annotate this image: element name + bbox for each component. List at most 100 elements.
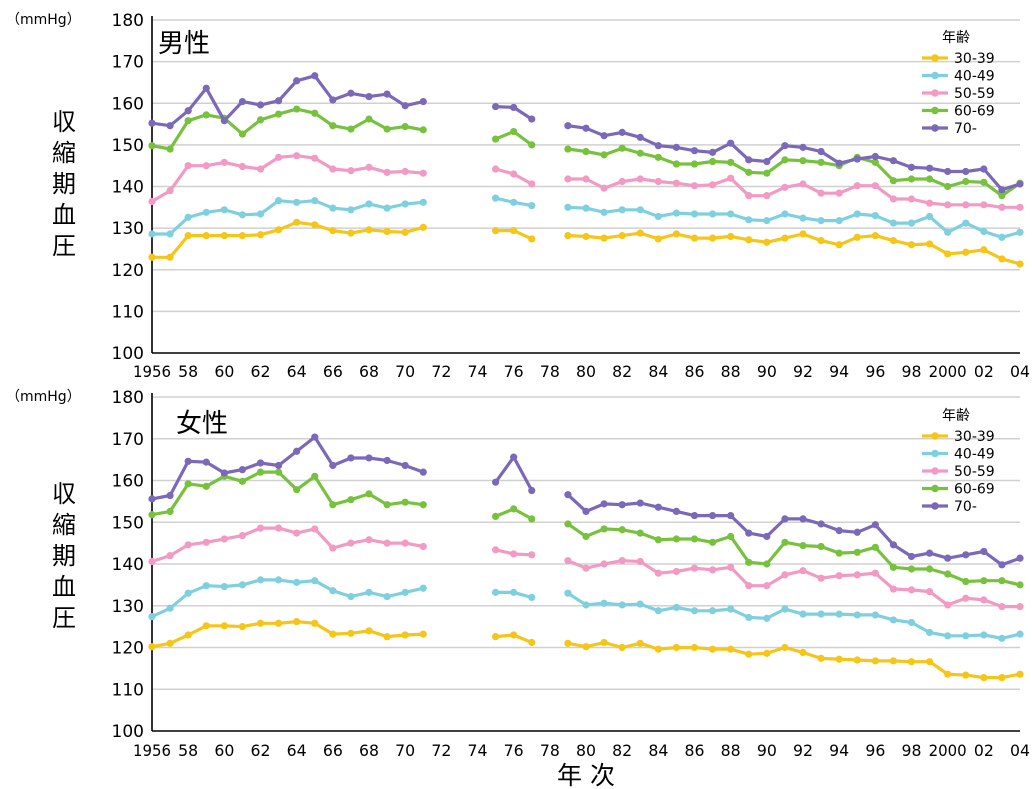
data-point: [329, 544, 337, 552]
data-point: [980, 201, 988, 209]
data-point: [510, 588, 518, 596]
y-tick-label: 120: [112, 639, 144, 659]
data-point: [365, 588, 373, 596]
data-point: [871, 543, 879, 551]
legend-marker: [931, 484, 939, 493]
data-point: [853, 233, 861, 241]
data-point: [835, 655, 843, 663]
y-axis-label: 収縮期血圧: [52, 108, 76, 260]
data-point: [184, 117, 192, 125]
series-line: [151, 526, 424, 564]
data-point: [419, 126, 427, 134]
x-tick-label: 02: [974, 741, 994, 760]
data-point: [1016, 180, 1024, 188]
data-point: [564, 232, 572, 240]
data-point: [600, 184, 608, 192]
data-point: [582, 643, 590, 651]
data-point: [654, 645, 662, 653]
data-point: [962, 551, 970, 559]
chart-title: 女性: [176, 409, 228, 439]
data-point: [256, 619, 265, 627]
data-point: [727, 532, 735, 541]
data-point: [293, 486, 301, 494]
data-point: [166, 604, 174, 612]
series-line: [151, 154, 424, 203]
data-point: [600, 132, 608, 140]
data-point: [998, 577, 1006, 585]
data-point: [564, 491, 572, 499]
y-tick-label: 110: [112, 680, 144, 700]
data-point: [962, 577, 970, 586]
data-point: [491, 194, 500, 202]
data-point: [238, 130, 247, 138]
x-tick-label: 04: [1010, 362, 1030, 381]
data-point: [727, 232, 735, 241]
data-point: [274, 110, 283, 118]
data-point: [401, 631, 409, 639]
data-point: [510, 170, 518, 178]
data-point: [980, 547, 988, 556]
data-point: [274, 524, 283, 532]
legend-label: 60-69: [954, 482, 995, 498]
data-point: [835, 549, 843, 557]
data-point: [835, 241, 843, 249]
data-point: [491, 102, 500, 111]
data-point: [745, 192, 753, 200]
data-point: [980, 178, 988, 186]
data-point: [347, 206, 355, 214]
y-tick-label: 130: [112, 597, 144, 617]
data-point: [528, 551, 536, 559]
data-point: [311, 433, 319, 441]
data-point: [871, 611, 879, 619]
data-point: [781, 515, 789, 523]
data-point: [672, 535, 681, 543]
data-point: [148, 253, 156, 261]
data-point: [763, 169, 771, 177]
data-point: [184, 631, 192, 639]
data-point: [274, 619, 283, 627]
data-point: [148, 557, 156, 566]
x-tick-label: 70: [395, 741, 415, 760]
data-point: [817, 520, 825, 528]
data-point: [980, 246, 988, 254]
data-point: [763, 582, 771, 590]
data-point: [672, 643, 681, 652]
data-point: [184, 541, 192, 549]
data-point: [329, 96, 337, 104]
data-point: [293, 198, 301, 206]
data-point: [347, 229, 355, 237]
x-tick-label: 60: [214, 741, 234, 760]
data-point: [672, 160, 681, 168]
data-point: [636, 229, 644, 237]
data-point: [256, 231, 265, 239]
data-point: [401, 588, 409, 596]
data-point: [889, 157, 898, 165]
data-point: [944, 601, 952, 609]
unit-label: （mmHg）: [6, 389, 81, 405]
x-tick-label: 96: [865, 741, 885, 760]
data-point: [727, 605, 735, 613]
data-point: [383, 633, 391, 641]
legend-label: 40-49: [954, 69, 995, 85]
data-point: [220, 582, 228, 591]
data-point: [238, 477, 247, 485]
data-point: [962, 219, 970, 227]
data-point: [166, 491, 174, 500]
data-point: [329, 461, 337, 470]
data-point: [491, 227, 500, 235]
data-point: [618, 206, 626, 214]
data-point: [383, 204, 391, 212]
data-point: [980, 631, 988, 639]
data-point: [962, 632, 970, 640]
data-point: [256, 576, 265, 584]
data-point: [202, 538, 210, 546]
data-point: [944, 182, 952, 191]
data-point: [962, 248, 970, 256]
data-point: [672, 507, 681, 515]
data-point: [763, 614, 771, 622]
data-point: [311, 577, 319, 585]
data-point: [781, 210, 789, 218]
data-point: [889, 541, 898, 549]
data-point: [419, 97, 427, 106]
data-point: [148, 119, 156, 127]
